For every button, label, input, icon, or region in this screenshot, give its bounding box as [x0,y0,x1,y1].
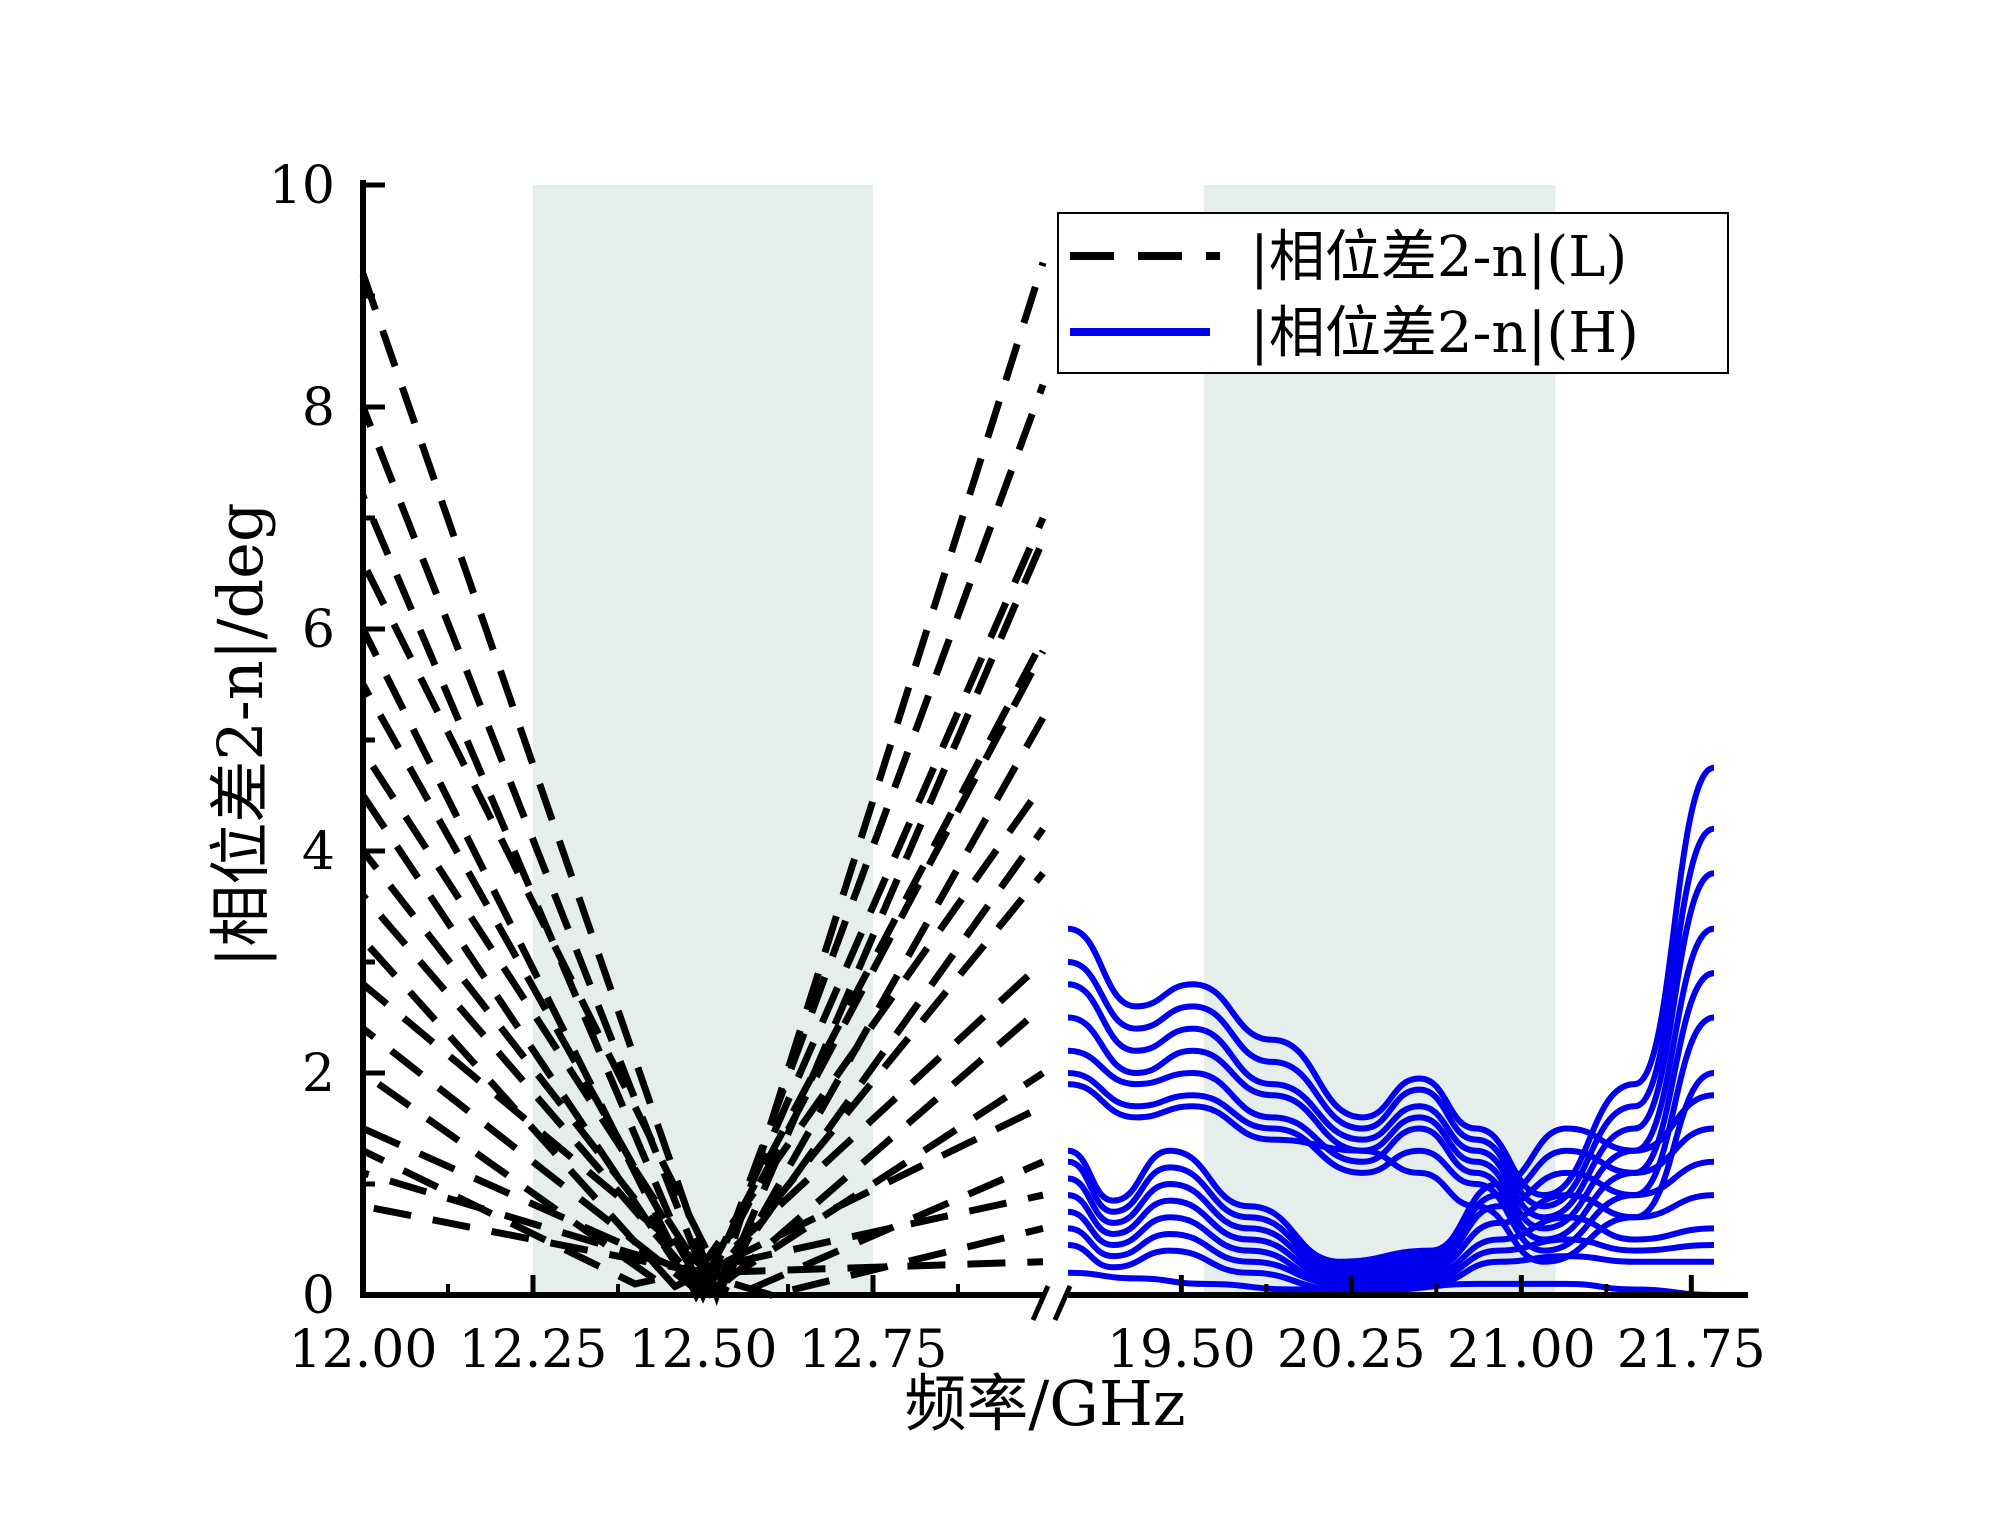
series-l-line-12 [360,981,1046,1289]
x-tick-label: 12.75 [799,1320,948,1380]
series-h-line-1 [1067,764,1716,1199]
series-l-line-8 [360,782,1046,1291]
series-l-line-18 [362,1202,1044,1277]
axes [360,180,1748,1322]
y-tick-label: 8 [302,378,335,438]
y-tick-label: 2 [302,1044,335,1104]
legend: |相位差2-n|(L) |相位差2-n|(H) [1057,212,1729,374]
axis-break-mark-1 [1030,1284,1051,1322]
series-h-line-10 [1067,1158,1715,1276]
series-l-line-11 [360,937,1046,1300]
series-h-line-3 [1067,870,1715,1221]
series-l-line-9 [360,826,1046,1301]
series-h-line-7 [1067,1070,1715,1265]
axis-break-mark-2 [1052,1284,1073,1322]
legend-label-l: |相位差2-n|(L) [1250,225,1627,290]
y-tick-label: 6 [302,600,335,660]
series-l-line-6 [359,649,1047,1297]
x-tick-label: 12.50 [629,1320,778,1380]
x-tick-label: 21.00 [1447,1320,1596,1380]
x-tick-label: 19.50 [1107,1320,1256,1380]
legend-label-h: |相位差2-n|(H) [1250,301,1639,366]
x-tick-label: 21.75 [1617,1320,1766,1380]
series-l-line-14 [360,1070,1045,1294]
x-tick-label: 20.25 [1277,1320,1426,1380]
series-l-line-16 [361,1147,1044,1288]
series-h-line-2 [1067,825,1715,1210]
y-tick-label: 0 [302,1266,335,1326]
series-h-line-11 [1067,1192,1715,1282]
x-tick-label: 12.00 [289,1320,438,1380]
legend-box [1057,212,1729,374]
tick-labels: 0 2 4 6 8 10 12.00 12.25 12.50 12.75 19.50 20.25 21.… [269,156,1766,1380]
series-h-line-8 [1067,1092,1715,1265]
series-l-line-4 [359,538,1047,1293]
y-tick-label: 10 [269,156,335,216]
series-h-line-13 [1067,1225,1715,1287]
y-tick-label: 4 [302,822,335,882]
series-h-line-15 [1067,1269,1715,1298]
y-axis-title: |相位差2-n|/deg [204,502,277,967]
series-h-lines [1067,764,1716,1298]
x-tick-label: 12.25 [459,1320,608,1380]
series-h-line-9 [1067,1125,1715,1271]
series-l-line-15 [361,1125,1045,1299]
x-axis-title: 频率/GHz [904,1367,1185,1440]
